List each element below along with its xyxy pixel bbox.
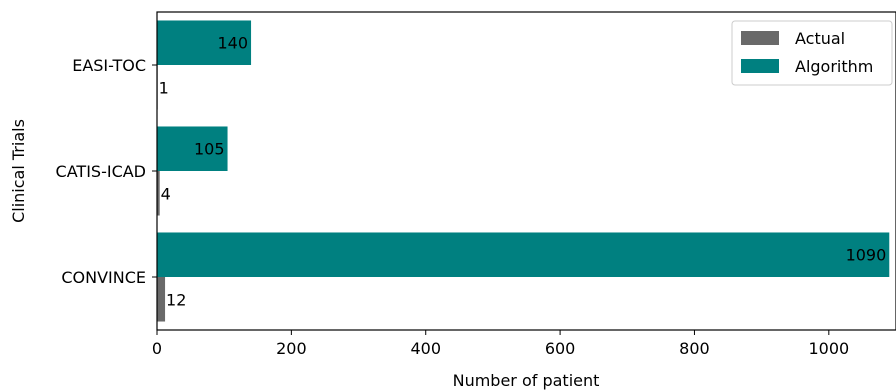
bar-algorithm-catis-icad xyxy=(157,126,228,171)
x-axis-title: Number of patient xyxy=(453,371,600,390)
bar-label-algorithm-easi-toc: 140 xyxy=(218,34,249,53)
x-tick-label-400: 400 xyxy=(410,339,441,358)
bar-actual-convince xyxy=(157,277,166,322)
x-tick-label-800: 800 xyxy=(679,339,710,358)
legend-label-actual: Actual xyxy=(795,29,845,48)
legend-swatch-actual xyxy=(741,31,779,45)
bar-label-algorithm-convince: 1090 xyxy=(846,246,887,265)
x-tick-label-1000: 1000 xyxy=(808,339,849,358)
y-tick-label-easi-toc: EASI-TOC xyxy=(72,56,146,75)
x-tick-label-600: 600 xyxy=(545,339,576,358)
y-tick-label-catis-icad: CATIS-ICAD xyxy=(56,162,146,181)
y-axis: CONVINCE CATIS-ICAD EASI-TOC xyxy=(56,56,157,287)
y-axis-title: Clinical Trials xyxy=(9,119,28,223)
x-tick-label-0: 0 xyxy=(152,339,162,358)
bar-label-actual-catis-icad: 4 xyxy=(161,184,171,203)
bar-label-actual-convince: 12 xyxy=(166,290,186,309)
legend-swatch-algorithm xyxy=(741,59,779,73)
bar-label-actual-easi-toc: 1 xyxy=(159,78,169,97)
x-axis: 0 200 400 600 800 1000 xyxy=(152,330,849,358)
bar-actual-catis-icad xyxy=(157,171,160,216)
bar-algorithm-convince xyxy=(157,232,890,277)
bar-algorithm-easi-toc xyxy=(157,20,252,65)
bar-label-algorithm-catis-icad: 105 xyxy=(194,140,225,159)
plot-area: 1090 12 105 4 140 1 xyxy=(157,20,890,322)
legend: Actual Algorithm xyxy=(731,20,893,86)
x-tick-label-200: 200 xyxy=(276,339,307,358)
legend-label-algorithm: Algorithm xyxy=(795,57,873,76)
y-tick-label-convince: CONVINCE xyxy=(61,268,146,287)
